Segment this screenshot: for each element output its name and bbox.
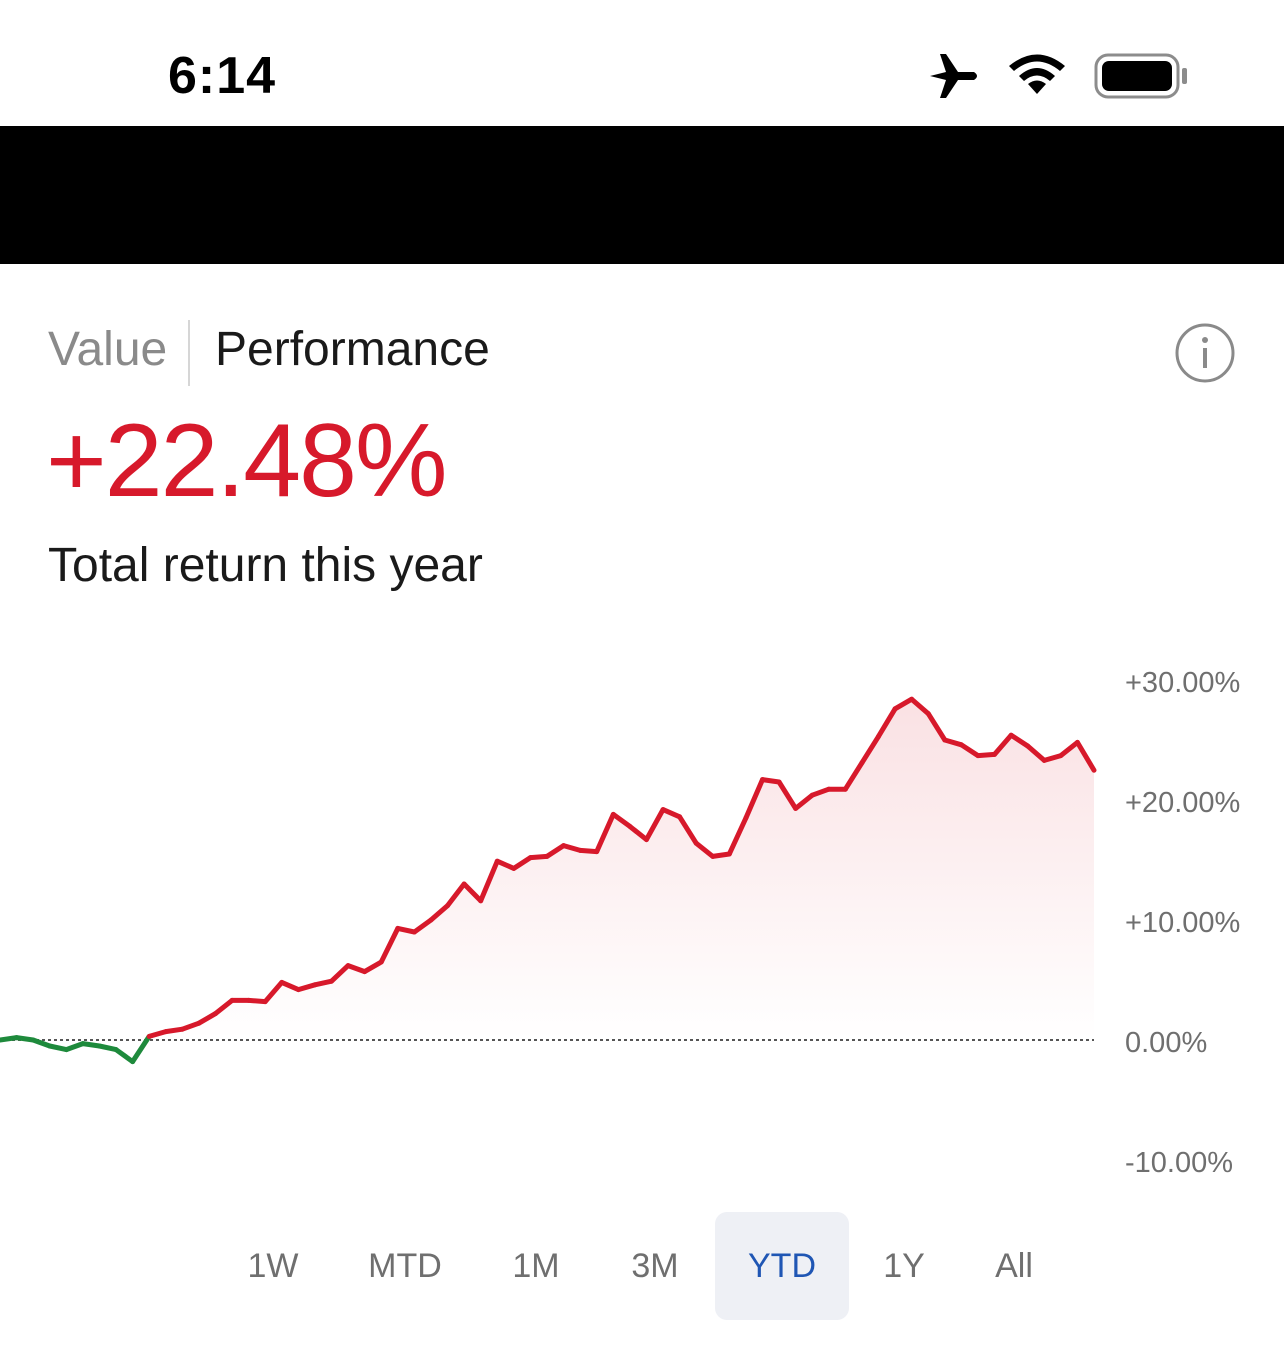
- chart-line-segment: [1058, 739, 1080, 759]
- chart-line-segment: [892, 696, 915, 712]
- chart-line-segment: [196, 1011, 218, 1026]
- chart-line-segment: [146, 1029, 169, 1039]
- chart-line-segment: [113, 1047, 136, 1065]
- chart-line-segment: [992, 732, 1014, 757]
- chart-line-segment: [411, 917, 434, 935]
- chart-line-segment: [478, 858, 500, 904]
- chart-line-segment: [610, 811, 633, 829]
- tab-divider: [188, 320, 190, 386]
- chart-line-segment: [246, 997, 268, 1005]
- range-selector: 1W MTD 1M 3M YTD 1Y All: [0, 1212, 1284, 1320]
- chart-line-segment: [1074, 739, 1097, 773]
- chart-line-segment: [577, 847, 600, 855]
- chart-area-fill: [0, 699, 1094, 1040]
- chart-line-segment: [544, 843, 567, 859]
- range-button-mtd[interactable]: MTD: [368, 1247, 442, 1285]
- chart-line-segment: [96, 1043, 119, 1053]
- chart-line-segment: [693, 840, 716, 859]
- wifi-icon: [1009, 54, 1065, 94]
- total-return-caption: Total return this year: [48, 539, 483, 592]
- chart-line-segment: [47, 1043, 69, 1053]
- status-bar: 6:14: [0, 0, 1284, 128]
- status-time: 6:14: [168, 47, 277, 105]
- chart-line-segment: [942, 737, 964, 748]
- chart-line-segment: [842, 760, 865, 792]
- chart-line-segment: [63, 1041, 86, 1053]
- chart-line-segment: [909, 696, 931, 717]
- chart-line-segment: [527, 853, 550, 861]
- chart-line-segment: [362, 959, 384, 975]
- chart-line-segment: [345, 963, 368, 975]
- range-button-1y[interactable]: 1Y: [883, 1247, 925, 1285]
- chart-line-segment: [30, 1037, 53, 1049]
- range-button-1w[interactable]: 1W: [247, 1247, 299, 1285]
- y-tick-label: -10.00%: [1125, 1147, 1233, 1179]
- chart-line-segment: [428, 903, 451, 923]
- chart-line-segment: [312, 978, 335, 988]
- chart-line-segment: [1008, 732, 1031, 749]
- chart-line-segment: [710, 851, 732, 859]
- chart-line-segment: [726, 815, 749, 857]
- y-axis-ticks: +30.00% +20.00% +10.00% 0.00% -10.00%: [1125, 667, 1240, 1179]
- chart-line-segment: [925, 711, 948, 743]
- chart-line-segment: [1025, 743, 1047, 763]
- y-tick-label: +20.00%: [1125, 787, 1240, 819]
- chart-line-segment: [329, 963, 351, 984]
- chart-line-segment: [445, 881, 467, 909]
- chart-line-segment: [793, 792, 815, 811]
- chart-line-segment: [262, 979, 285, 1005]
- chart-line-group: [0, 696, 1097, 1065]
- chart-line-segment: [975, 751, 998, 759]
- info-button[interactable]: [1175, 323, 1235, 383]
- chart-line-segment: [859, 733, 882, 766]
- chart-line-segment: [876, 706, 898, 739]
- chart-line-segment: [809, 786, 832, 798]
- chart-line-segment: [212, 997, 235, 1017]
- chart-line-segment: [163, 1026, 185, 1035]
- chart-line-segment: [14, 1035, 36, 1043]
- y-tick-label: +10.00%: [1125, 907, 1240, 939]
- range-button-1m[interactable]: 1M: [512, 1247, 560, 1285]
- tab-value[interactable]: Value: [48, 323, 168, 376]
- chart-line-segment: [0, 1035, 20, 1043]
- chart-line-segment: [776, 779, 799, 811]
- tab-performance[interactable]: Performance: [215, 323, 490, 376]
- chart-line-segment: [643, 807, 666, 843]
- chart-line-segment: [130, 1033, 152, 1065]
- chart-line-segment: [958, 742, 981, 759]
- range-button-all[interactable]: All: [995, 1247, 1033, 1285]
- chart-line-segment: [743, 777, 765, 821]
- airplane-icon: [930, 54, 977, 98]
- total-return-value: +22.48%: [46, 403, 447, 519]
- chart-line-segment: [279, 979, 301, 993]
- chart-line-segment: [295, 982, 318, 993]
- chart-line-segment: [80, 1041, 102, 1049]
- y-tick-label: +30.00%: [1125, 667, 1240, 699]
- chart-line-segment: [461, 881, 484, 904]
- chart-line-segment: [395, 925, 417, 935]
- performance-chart: +30.00% +20.00% +10.00% 0.00% -10.00%: [0, 667, 1240, 1179]
- y-tick-label: 0.00%: [1125, 1027, 1207, 1059]
- chart-line-segment: [1041, 753, 1064, 763]
- chart-line-segment: [494, 858, 517, 871]
- chart-line-segment: [759, 777, 782, 785]
- range-button-3m[interactable]: 3M: [631, 1247, 679, 1285]
- chart-line-segment: [627, 823, 649, 843]
- chart-line-segment: [511, 855, 533, 871]
- range-button-ytd[interactable]: YTD: [715, 1212, 849, 1320]
- redacted-header: [0, 126, 1284, 264]
- chart-line-segment: [594, 811, 616, 855]
- battery-icon: [1094, 53, 1187, 99]
- chart-line-segment: [378, 925, 401, 965]
- info-icon: [1175, 323, 1235, 383]
- chart-line-segment: [179, 1020, 202, 1032]
- chart-line-segment: [677, 814, 699, 846]
- chart-line-segment: [660, 807, 683, 820]
- chart-line-segment: [561, 843, 583, 853]
